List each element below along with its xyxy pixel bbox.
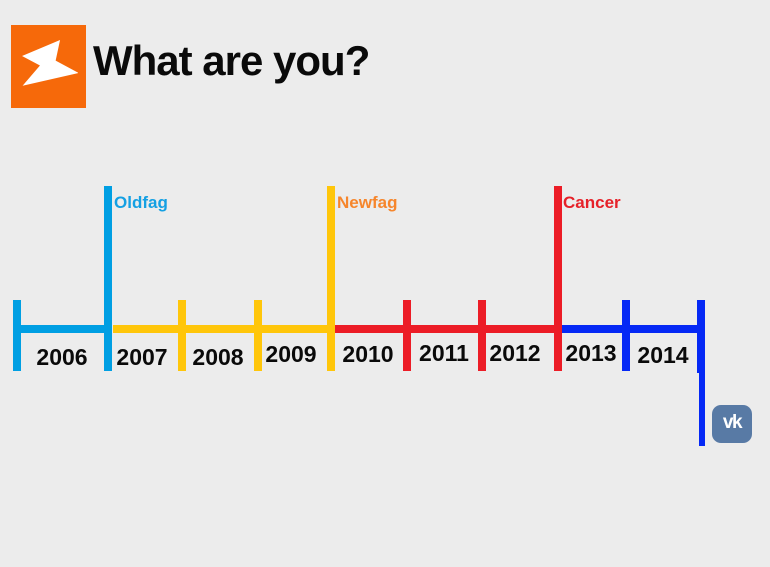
year-label-2011: 2011 — [419, 340, 469, 366]
marker-line-oldfag — [104, 186, 112, 371]
timeline-tick-2009 — [254, 300, 262, 371]
year-label-2007: 2007 — [116, 344, 168, 370]
app-logo — [11, 25, 86, 108]
lightning-bolt-icon — [21, 39, 78, 86]
era-label-cancer: Cancer — [563, 193, 621, 212]
page-title: What are you? — [93, 37, 370, 84]
timeline-tick-end — [697, 300, 705, 373]
year-label-2008: 2008 — [192, 344, 244, 370]
timeline-tick-2011 — [403, 300, 411, 371]
era-label-newfag: Newfag — [337, 193, 398, 212]
marker-line-cancer — [554, 186, 562, 371]
year-label-2006: 2006 — [36, 344, 88, 370]
timeline-end-descender — [699, 373, 705, 446]
year-label-2013: 2013 — [565, 340, 617, 366]
timeline-segment-newfag — [335, 325, 554, 333]
vk-logo: vk — [712, 405, 752, 443]
vk-logo-label: vk — [722, 412, 743, 433]
year-label-2014: 2014 — [637, 342, 689, 368]
timeline-segment-2006 — [13, 325, 105, 333]
timeline-tick-2014 — [622, 300, 630, 371]
timeline-tick-start — [13, 300, 21, 371]
year-label-2012: 2012 — [489, 340, 541, 366]
year-label-2010: 2010 — [342, 341, 394, 367]
year-label-2009: 2009 — [265, 341, 317, 367]
marker-line-newfag — [327, 186, 335, 371]
timeline-tick-2008 — [178, 300, 186, 371]
timeline-segment-oldfag — [113, 325, 327, 333]
timeline-tick-2012 — [478, 300, 486, 371]
era-label-oldfag: Oldfag — [114, 193, 168, 212]
